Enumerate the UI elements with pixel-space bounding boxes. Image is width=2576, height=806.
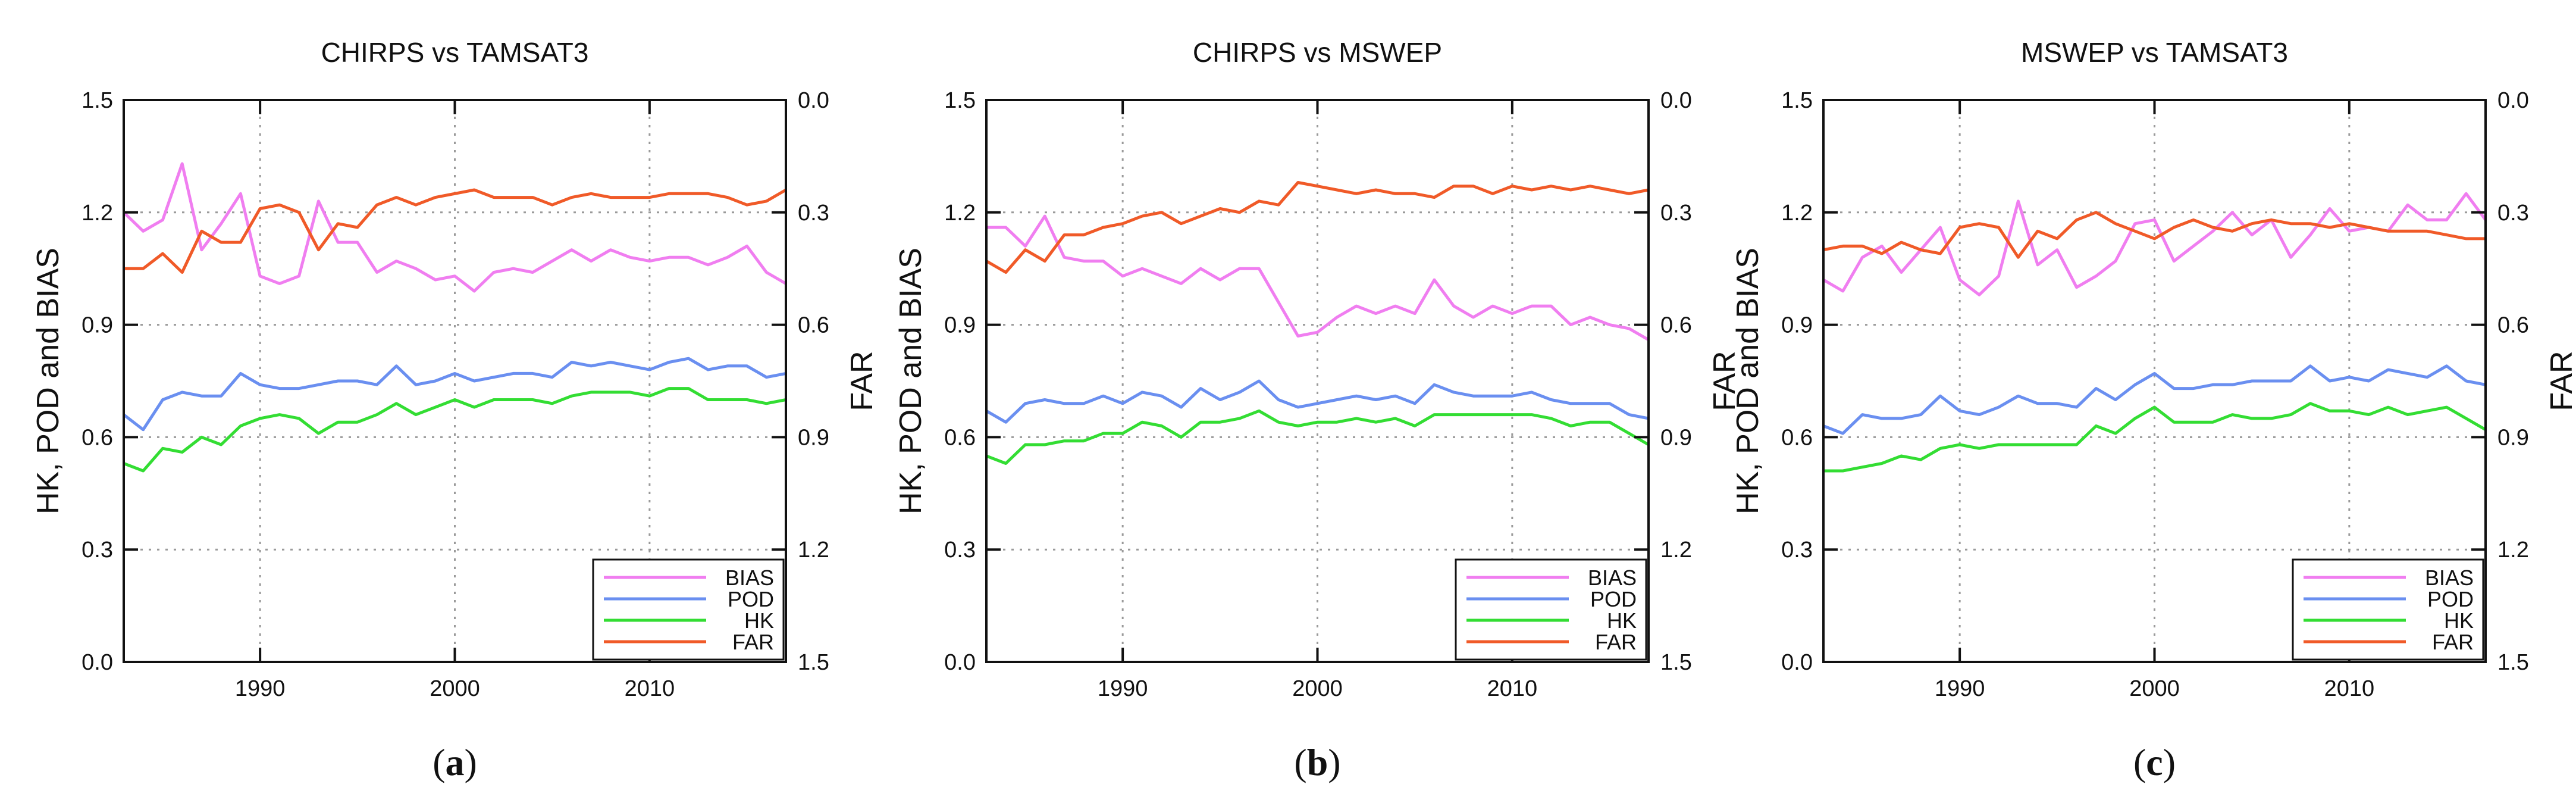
legend-label-hk: HK (1607, 608, 1637, 633)
series-line-hk (986, 409, 1650, 465)
y2-tick-label: 0.3 (2497, 201, 2529, 226)
legend-label-far: FAR (732, 630, 774, 654)
y-tick-label: 0.0 (1781, 650, 1813, 675)
legend-label-far: FAR (1595, 630, 1637, 654)
y2-tick-label: 0.6 (798, 313, 829, 338)
x-tick-label: 2010 (1487, 676, 1538, 701)
y2-tick-label: 1.2 (1660, 538, 1692, 563)
y2-tick-label: 1.2 (2497, 538, 2529, 563)
y2-tick-label: 1.2 (798, 538, 829, 563)
panel-label: (c) (2133, 741, 2176, 783)
legend-label-pod: POD (728, 587, 774, 611)
y2-tick-label: 0.0 (2497, 88, 2529, 113)
series-line-pod (1823, 364, 2486, 435)
legend-label-hk: HK (2444, 608, 2474, 633)
y-tick-label: 0.9 (944, 313, 976, 338)
legend-label-pod: POD (1590, 587, 1637, 611)
y2-tick-label: 0.3 (1660, 201, 1692, 226)
y-tick-label: 0.3 (1781, 538, 1813, 563)
chart-title: MSWEP vs TAMSAT3 (2021, 37, 2288, 68)
y2-tick-label: 0.3 (798, 201, 829, 226)
legend-label-bias: BIAS (725, 566, 774, 590)
y-tick-label: 1.5 (944, 88, 976, 113)
y2-tick-label: 0.6 (1660, 313, 1692, 338)
series-line-bias (123, 162, 787, 293)
x-tick-label: 1990 (1935, 676, 1985, 701)
y-axis-label: HK, POD and BIAS (31, 248, 65, 514)
y-tick-label: 0.3 (944, 538, 976, 563)
y-tick-label: 1.5 (82, 88, 113, 113)
chart-panel-a: 0.0 0.3 0.6 0.9 1.2 1.5 1.5 1.2 0.9 0.6 0.3 0.0 1990… (31, 37, 879, 783)
x-tick-label: 2010 (625, 676, 675, 701)
y2-axis-label: FAR (1707, 351, 1742, 411)
series-line-far (1823, 211, 2486, 259)
y-tick-label: 0.3 (82, 538, 113, 563)
legend-label-hk: HK (744, 608, 774, 633)
series-line-hk (1823, 402, 2487, 473)
y2-axis-label: FAR (845, 351, 879, 411)
y2-tick-label: 0.9 (1660, 425, 1692, 450)
y2-tick-label: 0.0 (798, 88, 829, 113)
panel-label: (b) (1294, 741, 1340, 783)
chart-panel-b: 0.0 0.3 0.6 0.9 1.2 1.5 1.5 1.2 0.9 0.6 0.3 0.0 1990… (894, 37, 1742, 783)
chart-title: CHIRPS vs MSWEP (1193, 37, 1442, 68)
x-tick-label: 2000 (430, 676, 480, 701)
y2-axis-label: FAR (2544, 351, 2576, 411)
y-tick-label: 0.9 (82, 313, 113, 338)
legend-label-bias: BIAS (1588, 566, 1637, 590)
x-tick-label: 1990 (235, 676, 286, 701)
y-tick-label: 1.2 (944, 201, 976, 226)
y-tick-label: 1.2 (82, 201, 113, 226)
y2-tick-label: 0.0 (1660, 88, 1692, 113)
y-tick-label: 0.0 (944, 650, 976, 675)
x-tick-label: 1990 (1098, 676, 1148, 701)
series-line-bias (986, 214, 1650, 341)
y2-tick-label: 0.9 (798, 425, 829, 450)
y2-tick-label: 1.5 (1660, 650, 1692, 675)
y2-tick-label: 0.9 (2497, 425, 2529, 450)
y-tick-label: 1.2 (1781, 201, 1813, 226)
y2-tick-label: 1.5 (2497, 650, 2529, 675)
chart-panel-c: 0.0 0.3 0.6 0.9 1.2 1.5 1.5 1.2 0.9 0.6 0.3 0.0 1990… (1731, 37, 2576, 783)
x-tick-label: 2010 (2324, 676, 2375, 701)
y-axis-label: HK, POD and BIAS (1731, 248, 1765, 514)
series-line-far (124, 188, 787, 274)
series-line-pod (123, 357, 786, 432)
y-tick-label: 0.6 (1781, 425, 1813, 450)
legend-label-bias: BIAS (2425, 566, 2474, 590)
panel-label: (a) (433, 741, 477, 783)
legend-label-far: FAR (2432, 630, 2474, 654)
legend-label-pod: POD (2427, 587, 2474, 611)
y-tick-label: 0.9 (1781, 313, 1813, 338)
x-tick-label: 2000 (1292, 676, 1343, 701)
y-tick-label: 0.0 (82, 650, 113, 675)
series-line-far (985, 181, 1649, 274)
y-tick-label: 0.6 (944, 425, 976, 450)
series-line-hk (123, 387, 786, 473)
y-tick-label: 1.5 (1781, 88, 1813, 113)
y2-tick-label: 0.6 (2497, 313, 2529, 338)
series-line-pod (985, 379, 1649, 424)
x-tick-label: 2000 (2129, 676, 2180, 701)
chart-title: CHIRPS vs TAMSAT3 (321, 37, 589, 68)
y-tick-label: 0.6 (82, 425, 113, 450)
y2-tick-label: 1.5 (798, 650, 829, 675)
y-axis-label: HK, POD and BIAS (894, 248, 928, 514)
